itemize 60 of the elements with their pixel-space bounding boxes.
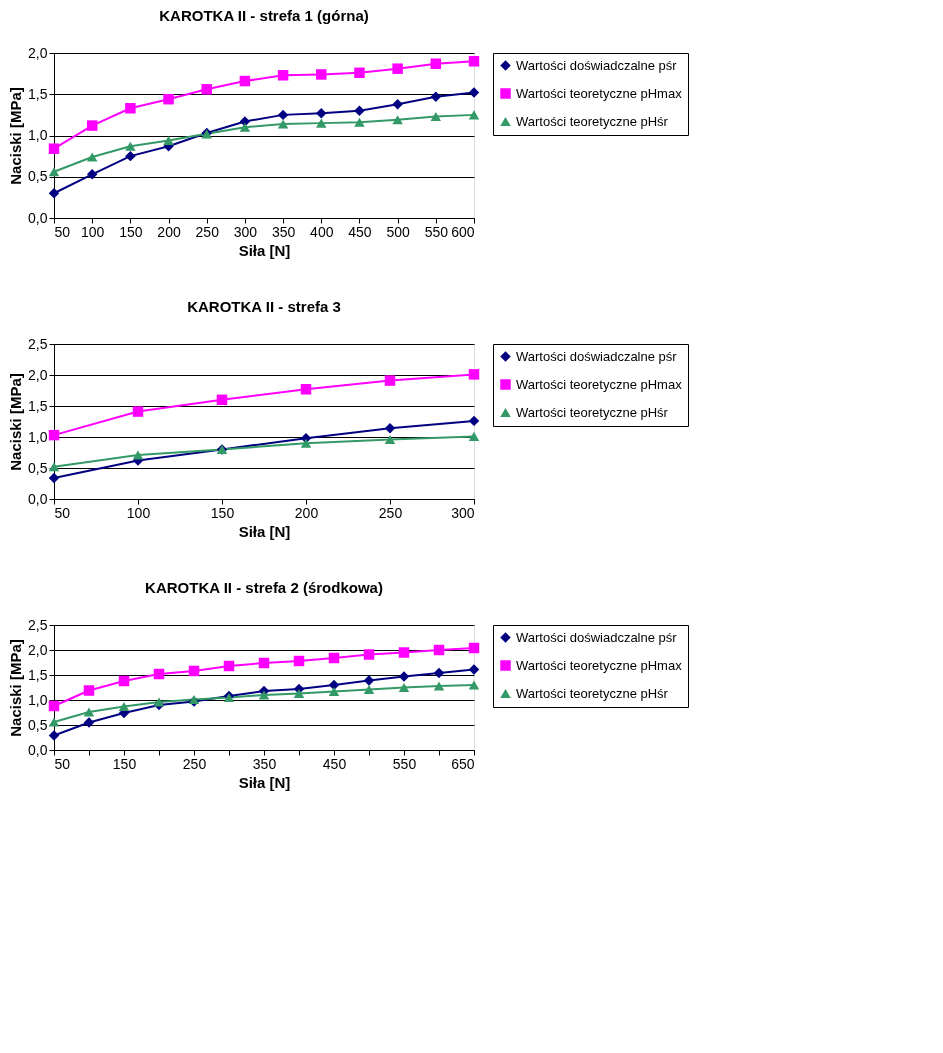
y-axis-title: Naciski [MPa] — [7, 639, 25, 737]
x-tick-label: 550 — [392, 755, 417, 772]
y-tick-label: 1,5 — [28, 397, 48, 414]
x-tick-label: 250 — [378, 504, 403, 521]
x-tick-label: 350 — [271, 223, 296, 240]
x-tick-label: 300 — [233, 223, 258, 240]
x-tick-label: 200 — [294, 504, 319, 521]
x-tick-label: 150 — [210, 504, 235, 521]
y-tick-label: 2,5 — [28, 335, 48, 352]
legend-label: Wartości teoretyczne pHśr — [516, 404, 669, 420]
y-tick-label: 2,0 — [28, 641, 48, 658]
legend-label: Wartości teoretyczne pHśr — [516, 113, 669, 129]
x-tick-label: 600 — [451, 223, 475, 240]
y-tick-label: 1,5 — [28, 666, 48, 683]
x-tick-label: 300 — [451, 504, 475, 521]
x-tick-label: 100 — [81, 223, 105, 240]
x-tick-label: 400 — [310, 223, 334, 240]
chart-title: KAROTKA II - strefa 2 (środkowa) — [145, 579, 383, 596]
x-tick-label: 100 — [126, 504, 151, 521]
x-tick-label: 200 — [157, 223, 181, 240]
x-tick-label: 450 — [348, 223, 372, 240]
legend-label: Wartości doświadczalne pśr — [516, 348, 678, 364]
legend-label: Wartości teoretyczne pHśr — [516, 685, 669, 701]
x-axis-title: Siła [N] — [238, 241, 291, 259]
y-tick-label: 1,0 — [28, 691, 48, 708]
y-tick-label: 0,0 — [28, 490, 48, 507]
chart-title: KAROTKA II - strefa 3 — [187, 298, 341, 315]
legend-label: Wartości teoretyczne pHmax — [516, 657, 683, 673]
y-axis-title: Naciski [MPa] — [7, 373, 25, 471]
x-tick-label: 150 — [112, 755, 137, 772]
y-tick-label: 1,0 — [28, 428, 48, 445]
y-tick-label: 2,5 — [28, 616, 48, 633]
y-tick-label: 0,5 — [28, 459, 48, 476]
x-tick-label: 150 — [119, 223, 143, 240]
legend-label: Wartości teoretyczne pHmax — [516, 85, 683, 101]
y-tick-label: 2,0 — [28, 366, 48, 383]
x-tick-label: 500 — [386, 223, 411, 240]
legend-label: Wartości doświadczalne pśr — [516, 57, 678, 73]
x-tick-label: 250 — [195, 223, 220, 240]
x-tick-label: 350 — [252, 755, 277, 772]
y-tick-label: 1,5 — [28, 85, 48, 102]
y-tick-label: 0,5 — [28, 168, 48, 185]
x-tick-label: 250 — [182, 755, 207, 772]
y-tick-label: 2,0 — [28, 44, 48, 61]
legend-label: Wartości teoretyczne pHmax — [516, 376, 683, 392]
x-tick-label: 650 — [451, 755, 475, 772]
legend-label: Wartości doświadczalne pśr — [516, 629, 678, 645]
x-tick-label: 50 — [54, 755, 71, 772]
x-axis-title: Siła [N] — [238, 773, 291, 791]
x-tick-label: 50 — [54, 504, 71, 521]
x-tick-label: 450 — [322, 755, 347, 772]
x-axis-title: Siła [N] — [238, 522, 291, 540]
y-tick-label: 0,5 — [28, 716, 48, 733]
y-tick-label: 0,0 — [28, 741, 48, 758]
y-tick-label: 0,0 — [28, 209, 48, 226]
x-tick-label: 550 — [424, 223, 449, 240]
y-axis-title: Naciski [MPa] — [7, 87, 25, 185]
chart-title: KAROTKA II - strefa 1 (górna) — [159, 7, 369, 24]
y-tick-label: 1,0 — [28, 127, 48, 143]
x-tick-label: 50 — [54, 223, 71, 240]
